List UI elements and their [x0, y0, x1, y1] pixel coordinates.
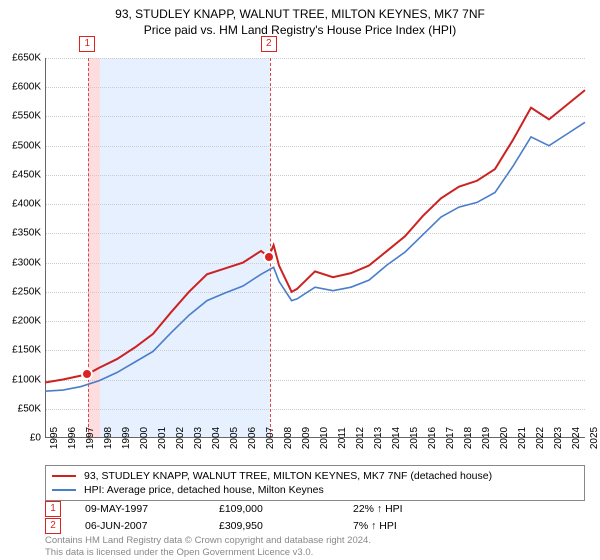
x-tick-label: 2010 [315, 427, 330, 449]
x-tick-label: 1996 [63, 427, 78, 449]
marker-price: £309,950 [219, 520, 329, 532]
marker-flag: 1 [79, 36, 95, 52]
x-tick-label: 2008 [279, 427, 294, 449]
marker-flag: 2 [261, 36, 277, 52]
legend-row: HPI: Average price, detached house, Milt… [52, 484, 578, 496]
marker-dot [263, 251, 275, 263]
marker-price: £109,000 [219, 503, 329, 515]
x-tick-label: 2024 [567, 427, 582, 449]
x-tick-label: 2023 [549, 427, 564, 449]
y-tick-label: £400K [12, 199, 45, 210]
x-tick-label: 2022 [531, 427, 546, 449]
chart-plot-area: £0£50K£100K£150K£200K£250K£300K£350K£400… [45, 58, 585, 438]
y-tick-label: £650K [12, 53, 45, 64]
x-tick-label: 2001 [153, 427, 168, 449]
series-line [45, 122, 585, 391]
x-tick-label: 2025 [585, 427, 600, 449]
series-line [45, 90, 585, 382]
legend-swatch [52, 475, 76, 477]
marker-date: 06-JUN-2007 [85, 520, 195, 532]
credit-text: Contains HM Land Registry data © Crown c… [45, 535, 585, 558]
x-tick-label: 2013 [369, 427, 384, 449]
chart-svg [45, 58, 585, 438]
x-tick-label: 2003 [189, 427, 204, 449]
y-tick-label: £100K [12, 374, 45, 385]
marker-date: 09-MAY-1997 [85, 503, 195, 515]
legend-label: 93, STUDLEY KNAPP, WALNUT TREE, MILTON K… [84, 470, 492, 482]
marker-table-row: 2 06-JUN-2007 £309,950 7% ↑ HPI [45, 518, 585, 534]
x-tick-label: 2019 [477, 427, 492, 449]
y-tick-label: £550K [12, 111, 45, 122]
x-tick-label: 2006 [243, 427, 258, 449]
marker-delta: 7% ↑ HPI [353, 520, 463, 532]
marker-delta: 22% ↑ HPI [353, 503, 463, 515]
marker-flag-mini: 2 [45, 518, 61, 534]
x-tick-label: 2009 [297, 427, 312, 449]
x-tick-label: 2012 [351, 427, 366, 449]
y-tick-label: £150K [12, 345, 45, 356]
y-tick-label: £200K [12, 316, 45, 327]
x-tick-label: 2017 [441, 427, 456, 449]
x-tick-label: 1995 [45, 427, 60, 449]
y-tick-label: £600K [12, 82, 45, 93]
marker-flag-mini: 1 [45, 501, 61, 517]
marker-table-row: 1 09-MAY-1997 £109,000 22% ↑ HPI [45, 501, 585, 517]
legend-box: 93, STUDLEY KNAPP, WALNUT TREE, MILTON K… [45, 465, 585, 501]
x-tick-label: 2011 [333, 427, 348, 449]
y-tick-label: £250K [12, 286, 45, 297]
x-tick-label: 2007 [261, 427, 276, 449]
credit-line-1: Contains HM Land Registry data © Crown c… [45, 535, 371, 546]
y-tick-label: £500K [12, 140, 45, 151]
x-tick-label: 2002 [171, 427, 186, 449]
x-tick-label: 1997 [81, 427, 96, 449]
legend-swatch [52, 489, 76, 491]
x-tick-label: 2004 [207, 427, 222, 449]
x-tick-label: 2014 [387, 427, 402, 449]
legend-label: HPI: Average price, detached house, Milt… [84, 484, 324, 496]
y-tick-label: £350K [12, 228, 45, 239]
credit-line-2: This data is licensed under the Open Gov… [45, 547, 313, 558]
x-tick-label: 2005 [225, 427, 240, 449]
chart-title: 93, STUDLEY KNAPP, WALNUT TREE, MILTON K… [0, 0, 600, 38]
x-tick-label: 2000 [135, 427, 150, 449]
x-tick-label: 2018 [459, 427, 474, 449]
marker-dot [81, 368, 93, 380]
x-tick-label: 2016 [423, 427, 438, 449]
x-tick-label: 1999 [117, 427, 132, 449]
x-tick-label: 1998 [99, 427, 114, 449]
x-tick-label: 2020 [495, 427, 510, 449]
x-tick-label: 2021 [513, 427, 528, 449]
y-tick-label: £0 [30, 433, 45, 444]
marker-table: 1 09-MAY-1997 £109,000 22% ↑ HPI 2 06-JUN-200… [45, 500, 585, 534]
chart-container: 93, STUDLEY KNAPP, WALNUT TREE, MILTON K… [0, 0, 600, 560]
y-tick-label: £300K [12, 257, 45, 268]
title-line-1: 93, STUDLEY KNAPP, WALNUT TREE, MILTON K… [0, 6, 600, 22]
x-tick-label: 2015 [405, 427, 420, 449]
y-tick-label: £50K [18, 403, 45, 414]
y-tick-label: £450K [12, 169, 45, 180]
legend-row: 93, STUDLEY KNAPP, WALNUT TREE, MILTON K… [52, 470, 578, 482]
